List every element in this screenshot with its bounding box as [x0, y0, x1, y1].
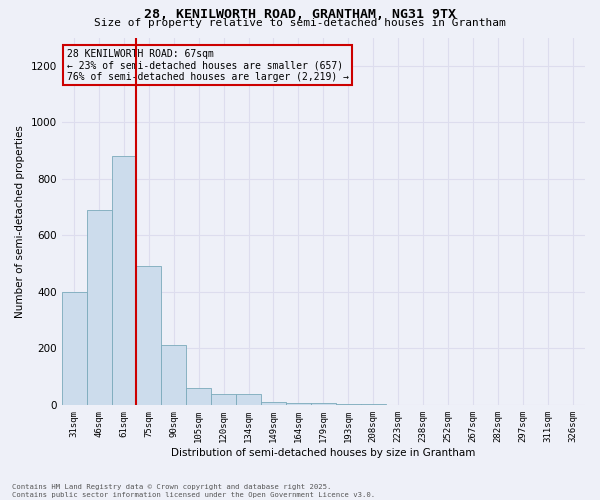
Bar [211, 394, 236, 405]
Bar [236, 394, 261, 405]
Bar [186, 388, 211, 405]
Y-axis label: Number of semi-detached properties: Number of semi-detached properties [15, 124, 25, 318]
Bar [86, 210, 112, 405]
Bar [136, 266, 161, 405]
Bar [62, 292, 86, 405]
Text: 28, KENILWORTH ROAD, GRANTHAM, NG31 9TX: 28, KENILWORTH ROAD, GRANTHAM, NG31 9TX [144, 8, 456, 20]
Bar [161, 346, 186, 405]
Bar [361, 404, 386, 405]
Text: Contains HM Land Registry data © Crown copyright and database right 2025.
Contai: Contains HM Land Registry data © Crown c… [12, 484, 375, 498]
Bar [261, 402, 286, 405]
Bar [336, 404, 361, 405]
Text: Size of property relative to semi-detached houses in Grantham: Size of property relative to semi-detach… [94, 18, 506, 28]
Bar [286, 404, 311, 405]
Bar [311, 404, 336, 405]
Bar [112, 156, 136, 405]
X-axis label: Distribution of semi-detached houses by size in Grantham: Distribution of semi-detached houses by … [171, 448, 476, 458]
Text: 28 KENILWORTH ROAD: 67sqm
← 23% of semi-detached houses are smaller (657)
76% of: 28 KENILWORTH ROAD: 67sqm ← 23% of semi-… [67, 48, 349, 82]
